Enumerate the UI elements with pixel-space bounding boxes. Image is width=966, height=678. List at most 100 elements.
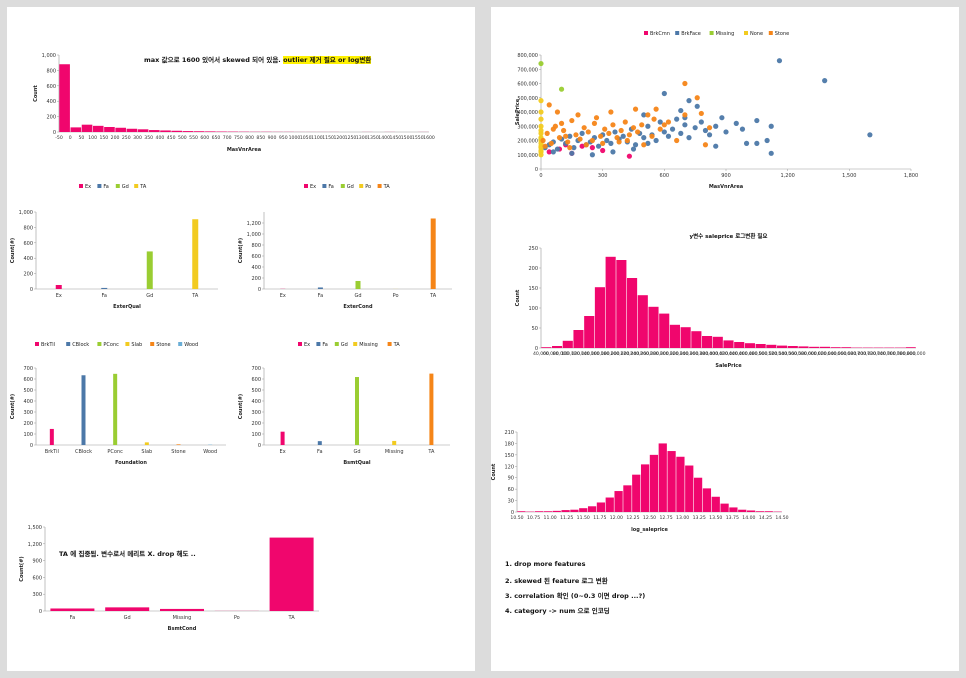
x-tick-label: 760,000: [887, 351, 906, 357]
x-tick-label: 220,000: [620, 351, 639, 357]
x-tick-label: 11.50: [577, 515, 590, 521]
scatter-point-none: [538, 109, 544, 115]
bar-ex: [55, 284, 62, 289]
scatter-point-missing: [558, 86, 565, 92]
legend-swatch: [644, 31, 648, 35]
legend-label: Fa: [328, 184, 333, 190]
y-tick-label: 400,000: [517, 110, 538, 116]
scatter-point-stone: [694, 95, 700, 101]
x-axis-title: ExterCond: [343, 304, 373, 310]
x-tick-label: 640,000: [828, 351, 847, 357]
y-tick-label: 30: [508, 499, 514, 505]
scatter-point-brkface: [554, 146, 561, 152]
x-tick-label: Fa: [102, 293, 107, 299]
scatter-point-stone: [632, 106, 639, 112]
scatter-point-stone: [600, 140, 606, 146]
scatter-point-brkface: [645, 140, 651, 146]
scatter-point-brkface: [768, 123, 774, 129]
x-tick-label: CBlock: [75, 449, 92, 455]
scatter-point-stone: [567, 145, 573, 151]
x-tick-label: 350: [144, 135, 153, 141]
y-tick-label: 100,000: [517, 153, 538, 159]
histogram-bar: [632, 474, 641, 512]
histogram-bar: [614, 491, 623, 512]
y-tick-label: 300: [251, 410, 261, 416]
y-tick-label: 600,000: [517, 82, 538, 88]
scatter-point-brkcmn: [546, 149, 552, 155]
x-tick-label: 540,000: [778, 351, 797, 357]
x-axis-title: SalePrice: [715, 363, 742, 369]
x-tick-label: 180,000: [601, 351, 620, 357]
scatter-point-stone: [651, 116, 657, 122]
histogram-bar: [126, 128, 138, 132]
scatter-point-brkcmn: [579, 143, 585, 149]
scatter-point-stone: [661, 122, 667, 128]
x-tick-label: 1050: [300, 135, 312, 141]
scatter-point-stone: [682, 80, 688, 87]
scatter-point-brkface: [645, 123, 651, 129]
histogram-bar: [711, 496, 720, 512]
x-tick-label: Stone: [171, 449, 185, 455]
x-tick-label: 14.00: [742, 515, 755, 521]
scatter-point-brkface: [641, 112, 647, 118]
x-tick-label: 700: [223, 135, 232, 141]
legend-label: Gd: [347, 184, 354, 190]
legend-swatch: [79, 184, 83, 188]
scatter-point-brkface: [550, 149, 556, 155]
legend-label: Stone: [775, 31, 789, 37]
x-tick-label: 50: [78, 135, 84, 141]
scatter-point-brkface: [686, 135, 692, 141]
scatter-point-brkface: [776, 58, 783, 64]
histogram-bar: [755, 511, 765, 512]
x-tick-label: 160,000: [591, 351, 610, 357]
scatter-point-brkface: [610, 149, 616, 155]
x-tick-label: 300: [133, 135, 142, 141]
scatter-point-stone: [657, 126, 663, 132]
x-tick-label: 1,200: [781, 173, 795, 179]
scatter-point-stone: [591, 120, 598, 126]
scatter-point-stone: [616, 139, 622, 145]
legend-label: CBlock: [72, 342, 89, 348]
scatter-point-stone: [554, 109, 561, 115]
legend-label: TA: [393, 342, 401, 348]
y-tick-label: 150: [504, 453, 514, 459]
y-tick-label: 90: [508, 476, 514, 482]
histogram-bar: [594, 287, 605, 348]
histogram-bar: [649, 454, 659, 512]
x-tick-label: Fa: [318, 293, 323, 299]
right-page: 0 100,000 200,000 300,000 400,000 500,000 600,…: [491, 7, 959, 671]
y-axis-title: Count(#): [10, 238, 16, 263]
scatter-point-brkface: [739, 126, 746, 132]
legend-swatch: [150, 342, 155, 346]
bar-brktil: [49, 428, 54, 445]
x-tick-label: 1200: [333, 135, 345, 141]
masvnr-note-highlight: outlier 제거 필요 or log변환: [283, 56, 372, 64]
scatter-point-brkface: [669, 126, 676, 132]
scatter-point-stone: [635, 129, 641, 135]
legend-swatch: [66, 342, 71, 346]
scatter-point-stone: [610, 122, 616, 128]
legend-swatch: [298, 342, 302, 346]
legend-swatch: [744, 31, 748, 35]
histogram-bar: [659, 313, 670, 348]
legend-swatch: [377, 184, 382, 188]
histogram-bar: [579, 508, 588, 512]
histogram-bar: [637, 295, 648, 348]
bar-fa: [317, 287, 323, 289]
legend-swatch: [125, 342, 130, 346]
histogram-bar: [552, 510, 561, 512]
x-tick-label: 320,000: [670, 351, 689, 357]
x-tick-label: 600: [200, 135, 209, 141]
histogram-bar: [570, 509, 579, 512]
x-tick-label: 900: [721, 173, 731, 179]
y-tick-label: 60: [508, 487, 514, 493]
histogram-bar: [552, 346, 563, 348]
y-axis-title: Count: [515, 289, 521, 306]
x-tick-label: 1550: [412, 135, 424, 141]
histogram-bar: [115, 127, 126, 132]
scatter-point-brkface: [620, 133, 626, 139]
legend-swatch: [97, 184, 102, 188]
x-tick-label: 1400: [378, 135, 390, 141]
x-tick-label: 250: [122, 135, 131, 141]
scatter-point-brkface: [754, 140, 760, 146]
